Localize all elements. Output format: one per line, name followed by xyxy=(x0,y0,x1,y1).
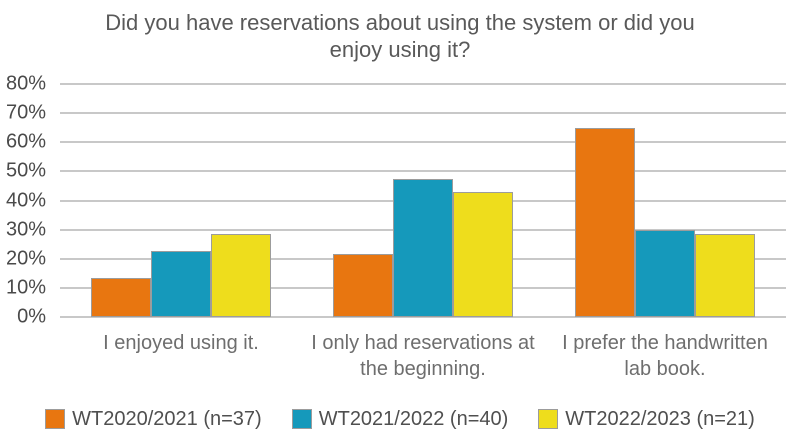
x-category-label-2: I prefer the handwritten lab book. xyxy=(562,332,768,380)
legend-label-1: WT2021/2022 (n=40) xyxy=(318,407,509,430)
legend-entry-1: WT2021/2022 (n=40) xyxy=(291,407,509,431)
legend-entry-2: WT2022/2023 (n=21) xyxy=(538,408,755,431)
bar-series-0-category-0 xyxy=(91,278,151,317)
legend-entry-0: WT2020/2021 (n=37) xyxy=(45,408,262,431)
chart-title-line-2: enjoy using it? xyxy=(329,37,471,62)
bar-series-0-category-2 xyxy=(575,128,635,317)
x-axis: I enjoyed using it. I only had reservatio… xyxy=(60,330,786,382)
bar-series-2-category-2 xyxy=(695,234,755,317)
y-tick-label-30: 30% xyxy=(5,218,46,241)
bar-series-2-category-0 xyxy=(211,234,271,317)
plot-area xyxy=(60,83,786,318)
y-axis: 0% 10% 20% 30% 40% 50% 60% 70% 80% xyxy=(0,73,48,328)
chart-title: Did you have reservations about using th… xyxy=(0,9,800,63)
legend-swatch-icon xyxy=(45,409,66,429)
y-tick-label-70: 70% xyxy=(5,101,46,124)
legend-swatch-icon xyxy=(291,409,312,429)
gridline-0 xyxy=(60,316,786,318)
bar-series-0-category-1 xyxy=(333,254,393,317)
y-tick-label-60: 60% xyxy=(5,130,46,153)
gridline-80 xyxy=(60,83,786,85)
y-tick-label-10: 10% xyxy=(5,276,46,299)
y-tick-label-0: 0% xyxy=(17,305,46,328)
bar-series-1-category-1 xyxy=(393,179,453,317)
bar-series-1-category-0 xyxy=(151,251,211,317)
gridline-60 xyxy=(60,141,786,144)
y-tick-label-80: 80% xyxy=(5,72,46,95)
gridline-50 xyxy=(60,170,786,173)
bar-series-1-category-2 xyxy=(635,230,695,317)
chart-title-line-1: Did you have reservations about using th… xyxy=(105,10,695,35)
x-category-label-1: I only had reservations at the beginning… xyxy=(311,332,535,380)
y-tick-label-20: 20% xyxy=(5,247,46,270)
bar-series-2-category-1 xyxy=(453,192,513,317)
gridline-70 xyxy=(60,112,786,115)
y-tick-label-50: 50% xyxy=(5,159,46,182)
x-category-label-0: I enjoyed using it. xyxy=(103,332,259,354)
y-tick-label-40: 40% xyxy=(5,189,46,211)
legend-swatch-icon xyxy=(538,409,559,429)
legend: WT2020/2021 (n=37) WT2021/2022 (n=40) WT20… xyxy=(0,403,800,435)
legend-label-2: WT2022/2023 (n=21) xyxy=(565,407,755,430)
legend-label-0: WT2020/2021 (n=37) xyxy=(72,407,262,430)
